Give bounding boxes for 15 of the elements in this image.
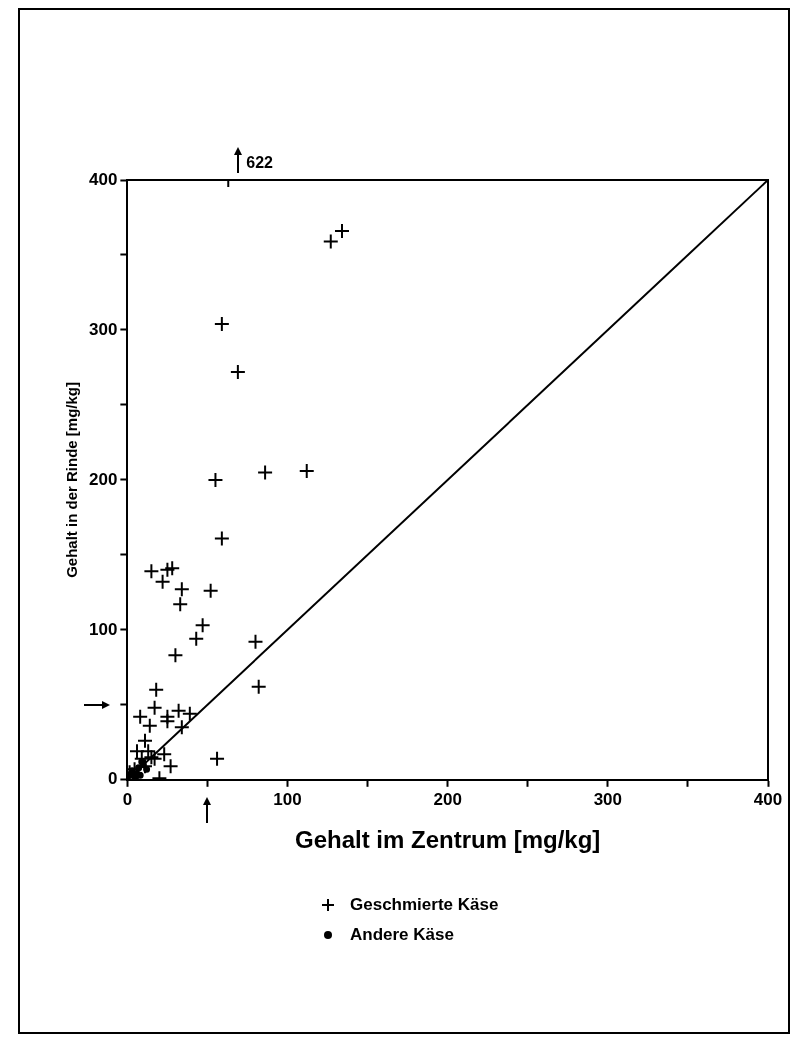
x-tick-label: 0 — [122, 789, 133, 809]
x-axis-title: Gehalt im Zentrum [mg/kg] — [295, 826, 601, 854]
annotation: 622 — [246, 154, 274, 172]
x-tick-label: 100 — [273, 789, 302, 809]
y-tick-label: 0 — [107, 769, 118, 789]
x-tick-label: 200 — [433, 789, 462, 809]
x-tick-label: 400 — [753, 789, 783, 809]
legend-label: Andere Käse — [350, 925, 454, 945]
y-tick-label: 400 — [88, 169, 118, 189]
y-axis-title: Gehalt in der Rinde [mg/kg] — [63, 381, 81, 578]
legend-label: Geschmierte Käse — [350, 895, 499, 915]
y-tick-label: 200 — [88, 469, 118, 489]
y-tick-label: 100 — [88, 619, 118, 639]
x-tick-label: 300 — [593, 789, 623, 809]
y-tick-label: 300 — [88, 319, 118, 339]
